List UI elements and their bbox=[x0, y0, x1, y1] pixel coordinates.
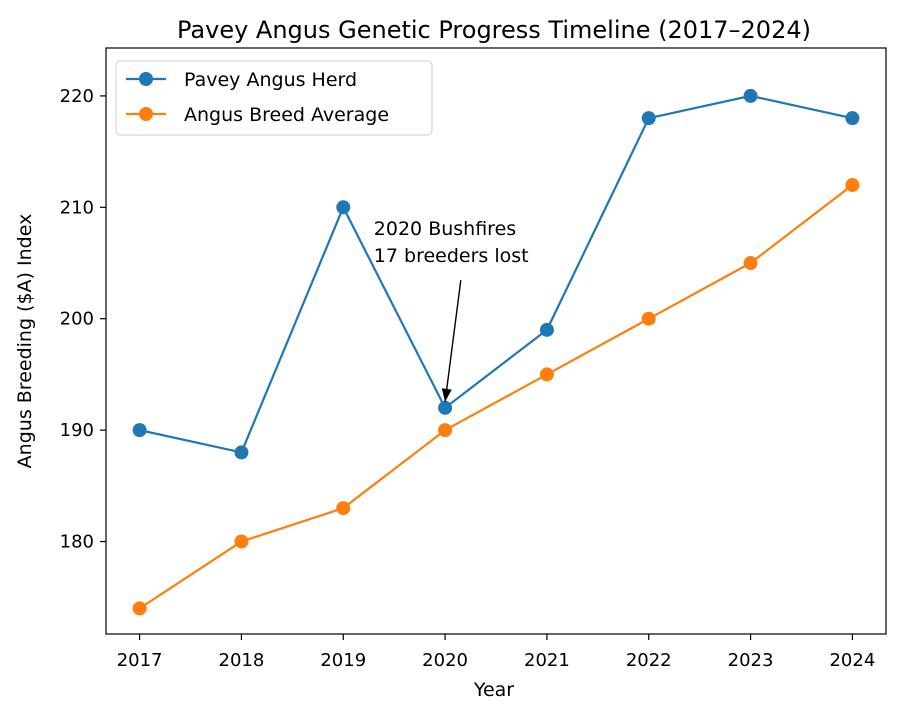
series-2-point bbox=[234, 534, 249, 549]
series-1-point bbox=[336, 200, 351, 215]
series-1-point bbox=[234, 445, 249, 460]
y-axis-label: Angus Breeding ($A) Index bbox=[14, 214, 36, 469]
y-tick-label: 210 bbox=[60, 197, 94, 218]
legend-label: Angus Breed Average bbox=[184, 104, 389, 126]
annotation-text-line: 2020 Bushfires bbox=[374, 218, 516, 240]
series-2-point bbox=[641, 311, 656, 326]
series-1-point bbox=[641, 111, 656, 126]
series-1-point bbox=[845, 111, 860, 126]
x-axis: 2017 2018 2019 2020 2021 2022 2023 2024 bbox=[117, 634, 875, 671]
series-1-point bbox=[539, 322, 554, 337]
x-axis-label: Year bbox=[473, 679, 514, 701]
chart-title: Pavey Angus Genetic Progress Timeline (2… bbox=[177, 16, 811, 44]
x-tick-label: 2019 bbox=[320, 650, 366, 671]
legend-marker bbox=[139, 72, 153, 86]
plot-frame bbox=[105, 47, 887, 635]
y-tick-label: 200 bbox=[60, 309, 94, 330]
annotation-text-line: 17 breeders lost bbox=[374, 245, 529, 267]
annotation-arrow bbox=[444, 280, 462, 402]
series-2-point bbox=[743, 256, 758, 271]
x-tick-label: 2023 bbox=[728, 650, 774, 671]
y-tick-label: 220 bbox=[60, 86, 94, 107]
x-tick-label: 2017 bbox=[117, 650, 163, 671]
legend-marker bbox=[139, 107, 153, 121]
series-1-point bbox=[743, 88, 758, 103]
series-line-1 bbox=[139, 94, 853, 454]
legend-box bbox=[115, 60, 433, 136]
series-2-point bbox=[438, 423, 453, 438]
annotation-layer: 2020 Bushfires 17 breeders lost bbox=[374, 218, 529, 402]
series-layer bbox=[132, 88, 860, 616]
x-tick-label: 2022 bbox=[626, 650, 672, 671]
series-2-point bbox=[845, 178, 860, 193]
y-axis: 180 190 200 210 220 bbox=[60, 86, 106, 553]
x-tick-label: 2024 bbox=[829, 650, 875, 671]
x-tick-label: 2021 bbox=[524, 650, 570, 671]
x-tick-label: 2018 bbox=[219, 650, 265, 671]
series-1-point bbox=[132, 423, 147, 438]
series-1-point bbox=[438, 400, 453, 415]
x-tick-label: 2020 bbox=[422, 650, 468, 671]
series-line-2 bbox=[138, 184, 854, 610]
legend-label: Pavey Angus Herd bbox=[184, 69, 357, 91]
legend: Pavey Angus Herd Angus Breed Average bbox=[115, 60, 433, 136]
y-tick-label: 190 bbox=[60, 420, 94, 441]
series-2-point bbox=[132, 601, 147, 616]
series-2-point bbox=[336, 501, 351, 516]
y-tick-label: 180 bbox=[60, 532, 94, 553]
annotation-arrowhead bbox=[441, 388, 452, 402]
series-2-point bbox=[539, 367, 554, 382]
